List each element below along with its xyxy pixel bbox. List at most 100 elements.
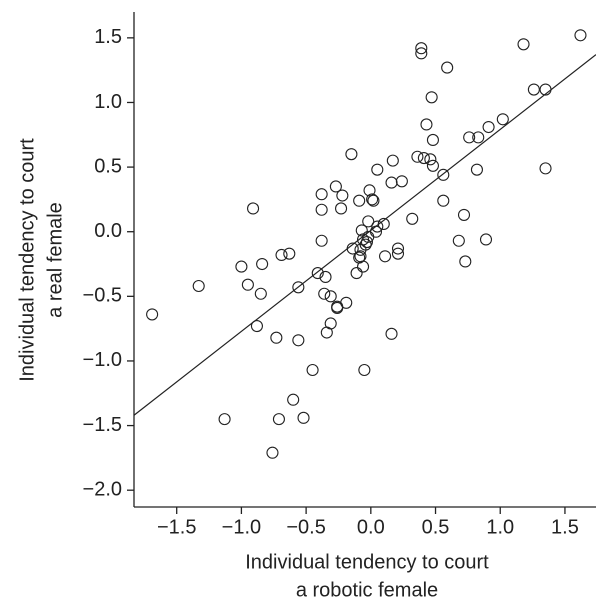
point — [371, 163, 384, 176]
point — [517, 38, 530, 51]
y-tick-label: 0.5 — [94, 155, 122, 177]
point — [369, 225, 383, 238]
point — [318, 287, 331, 300]
point — [345, 148, 358, 161]
point — [350, 267, 363, 280]
point — [472, 131, 485, 144]
point — [452, 234, 465, 247]
point — [437, 168, 450, 181]
point — [319, 270, 332, 283]
point — [470, 163, 483, 176]
point — [287, 393, 300, 406]
point — [306, 363, 319, 377]
point — [250, 320, 263, 333]
point — [335, 202, 348, 215]
x-tick-label: 1.0 — [486, 516, 514, 538]
point — [283, 247, 296, 260]
point — [363, 184, 376, 197]
point — [385, 176, 398, 189]
point — [272, 413, 285, 426]
point — [266, 446, 279, 459]
y-tick-label: −1.0 — [83, 349, 122, 371]
point — [539, 162, 552, 175]
point — [359, 238, 372, 251]
point — [386, 154, 399, 167]
point — [315, 234, 328, 247]
point — [346, 242, 359, 255]
point — [366, 193, 379, 206]
x-tick-label: −0.5 — [286, 516, 325, 538]
point — [256, 257, 269, 271]
x-axis-label: Individual tendency to court — [245, 551, 489, 573]
point — [247, 202, 260, 215]
point — [441, 61, 454, 74]
y-axis-label: Individual tendency to court — [16, 138, 38, 382]
y-axis-label: a real female — [44, 202, 66, 318]
point — [275, 248, 288, 262]
point — [315, 188, 328, 201]
point — [353, 194, 366, 207]
point — [336, 189, 349, 202]
y-tick-label: 1.0 — [94, 91, 122, 113]
y-tick-label: 1.5 — [94, 26, 122, 48]
point — [406, 212, 419, 225]
point — [360, 236, 373, 249]
point — [395, 175, 408, 188]
point — [292, 281, 305, 294]
point — [218, 413, 231, 426]
point — [329, 180, 342, 193]
point — [426, 159, 439, 172]
y-tick-label: 0.0 — [94, 220, 122, 242]
point — [367, 194, 380, 207]
point — [340, 296, 353, 309]
point — [420, 118, 433, 131]
point — [270, 331, 283, 344]
point — [426, 133, 439, 147]
x-tick-label: −1.5 — [157, 516, 196, 538]
point — [457, 208, 471, 221]
x-tick-label: 0.0 — [357, 516, 385, 538]
point — [377, 217, 390, 231]
point — [254, 287, 267, 300]
point — [415, 42, 428, 55]
point — [437, 194, 450, 207]
point — [496, 113, 509, 126]
point — [417, 151, 430, 165]
x-tick-label: −1.0 — [222, 516, 261, 538]
point — [331, 301, 344, 315]
point — [574, 29, 587, 42]
point — [415, 47, 428, 60]
point — [479, 233, 493, 246]
point — [315, 203, 328, 216]
y-tick-label: −1.5 — [83, 414, 122, 436]
point — [539, 83, 552, 96]
point — [411, 150, 424, 163]
point — [385, 327, 398, 340]
point — [379, 250, 392, 263]
point — [146, 308, 159, 321]
point — [311, 267, 324, 280]
point — [357, 260, 370, 273]
point — [371, 220, 384, 233]
point — [192, 279, 205, 293]
point — [391, 247, 405, 260]
point — [527, 83, 540, 96]
point — [362, 215, 375, 228]
x-tick-label: 1.5 — [551, 516, 579, 538]
point — [241, 278, 254, 291]
y-tick-label: −2.0 — [83, 478, 122, 500]
point — [391, 242, 405, 255]
point — [463, 131, 476, 144]
point — [459, 255, 472, 268]
point — [324, 317, 337, 330]
point — [297, 411, 310, 424]
x-tick-label: 0.5 — [422, 516, 450, 538]
x-axis-label: a robotic female — [296, 579, 438, 601]
point — [358, 363, 371, 377]
point — [355, 224, 368, 237]
y-tick-label: −0.5 — [83, 285, 122, 307]
point — [482, 120, 495, 134]
point — [235, 260, 248, 273]
point — [324, 290, 337, 303]
